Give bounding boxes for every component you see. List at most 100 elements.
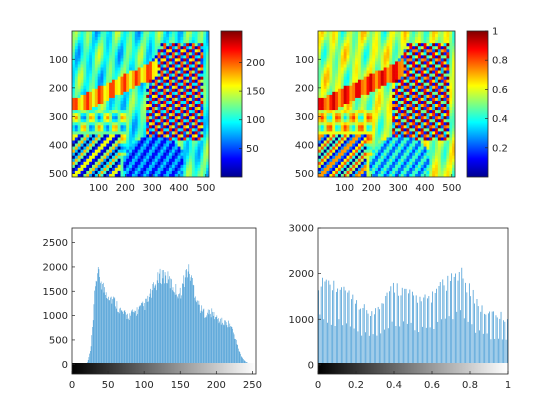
- image-pixel: [158, 61, 161, 64]
- image-pixel: [123, 113, 126, 116]
- image-pixel: [352, 159, 355, 162]
- image-pixel: [75, 141, 78, 144]
- image-pixel: [158, 168, 161, 171]
- image-pixel: [349, 162, 352, 165]
- image-pixel: [118, 49, 121, 52]
- image-pixel: [123, 137, 126, 140]
- image-pixel: [180, 31, 183, 34]
- image-pixel: [389, 110, 392, 113]
- image-pixel: [415, 171, 418, 174]
- image-pixel: [378, 113, 381, 116]
- image-pixel: [115, 31, 118, 34]
- image-pixel: [158, 58, 161, 61]
- image-pixel: [132, 131, 135, 134]
- image-pixel: [129, 156, 132, 159]
- image-pixel: [155, 144, 158, 147]
- image-pixel: [101, 43, 104, 46]
- image-pixel: [146, 153, 149, 156]
- image-pixel: [172, 159, 175, 162]
- image-pixel: [172, 58, 175, 61]
- image-pixel: [441, 107, 444, 110]
- image-pixel: [132, 104, 135, 107]
- image-pixel: [367, 113, 370, 116]
- image-pixel: [435, 71, 438, 74]
- image-pixel: [378, 119, 381, 122]
- image-pixel: [347, 122, 350, 125]
- image-pixel: [392, 95, 395, 98]
- image-pixel: [143, 131, 146, 134]
- image-pixel: [412, 122, 415, 125]
- image-pixel: [112, 89, 115, 92]
- image-pixel: [338, 80, 341, 83]
- image-pixel: [152, 83, 155, 86]
- image-pixel: [198, 74, 201, 77]
- image-pixel: [384, 153, 387, 156]
- image-pixel: [426, 134, 429, 137]
- image-pixel: [72, 89, 75, 92]
- image-pixel: [421, 150, 424, 153]
- image-pixel: [192, 107, 195, 110]
- image-pixel: [338, 86, 341, 89]
- image-pixel: [324, 64, 327, 67]
- image-pixel: [318, 101, 321, 104]
- image-pixel: [375, 43, 378, 46]
- image-pixel: [78, 86, 81, 89]
- image-pixel: [172, 156, 175, 159]
- image-pixel: [118, 58, 121, 61]
- image-pixel: [389, 86, 392, 89]
- image-pixel: [344, 159, 347, 162]
- image-pixel: [118, 159, 121, 162]
- image-pixel: [75, 92, 78, 95]
- image-pixel: [166, 98, 169, 101]
- image-pixel: [143, 80, 146, 83]
- image-pixel: [438, 147, 441, 150]
- image-pixel: [109, 101, 112, 104]
- image-pixel: [421, 98, 424, 101]
- image-pixel: [109, 131, 112, 134]
- image-pixel: [158, 110, 161, 113]
- image-pixel: [172, 80, 175, 83]
- image-pixel: [166, 147, 169, 150]
- image-pixel: [381, 110, 384, 113]
- image-pixel: [367, 110, 370, 113]
- image-pixel: [421, 61, 424, 64]
- image-pixel: [327, 77, 330, 80]
- image-pixel: [143, 165, 146, 168]
- image-pixel: [138, 86, 141, 89]
- image-pixel: [169, 110, 172, 113]
- image-pixel: [152, 86, 155, 89]
- image-pixel: [341, 153, 344, 156]
- image-pixel: [198, 43, 201, 46]
- image-pixel: [367, 131, 370, 134]
- image-pixel: [143, 98, 146, 101]
- image-pixel: [429, 34, 432, 37]
- image-pixel: [441, 119, 444, 122]
- image-pixel: [404, 64, 407, 67]
- image-pixel: [115, 165, 118, 168]
- image-pixel: [441, 34, 444, 37]
- image-pixel: [446, 107, 449, 110]
- image-pixel: [103, 119, 106, 122]
- image-pixel: [78, 64, 81, 67]
- image-pixel: [406, 64, 409, 67]
- image-pixel: [435, 43, 438, 46]
- image-pixel: [401, 95, 404, 98]
- image-pixel: [412, 165, 415, 168]
- image-pixel: [86, 58, 89, 61]
- image-pixel: [186, 95, 189, 98]
- image-pixel: [327, 165, 330, 168]
- image-pixel: [203, 153, 206, 156]
- image-pixel: [160, 31, 163, 34]
- image-pixel: [132, 49, 135, 52]
- image-pixel: [75, 40, 78, 43]
- image-pixel: [138, 40, 141, 43]
- image-pixel: [446, 119, 449, 122]
- image-pixel: [378, 134, 381, 137]
- image-pixel: [347, 128, 350, 131]
- image-pixel: [195, 89, 198, 92]
- image-pixel: [321, 113, 324, 116]
- image-pixel: [367, 64, 370, 67]
- image-pixel: [369, 68, 372, 71]
- image-pixel: [327, 137, 330, 140]
- image-pixel: [203, 144, 206, 147]
